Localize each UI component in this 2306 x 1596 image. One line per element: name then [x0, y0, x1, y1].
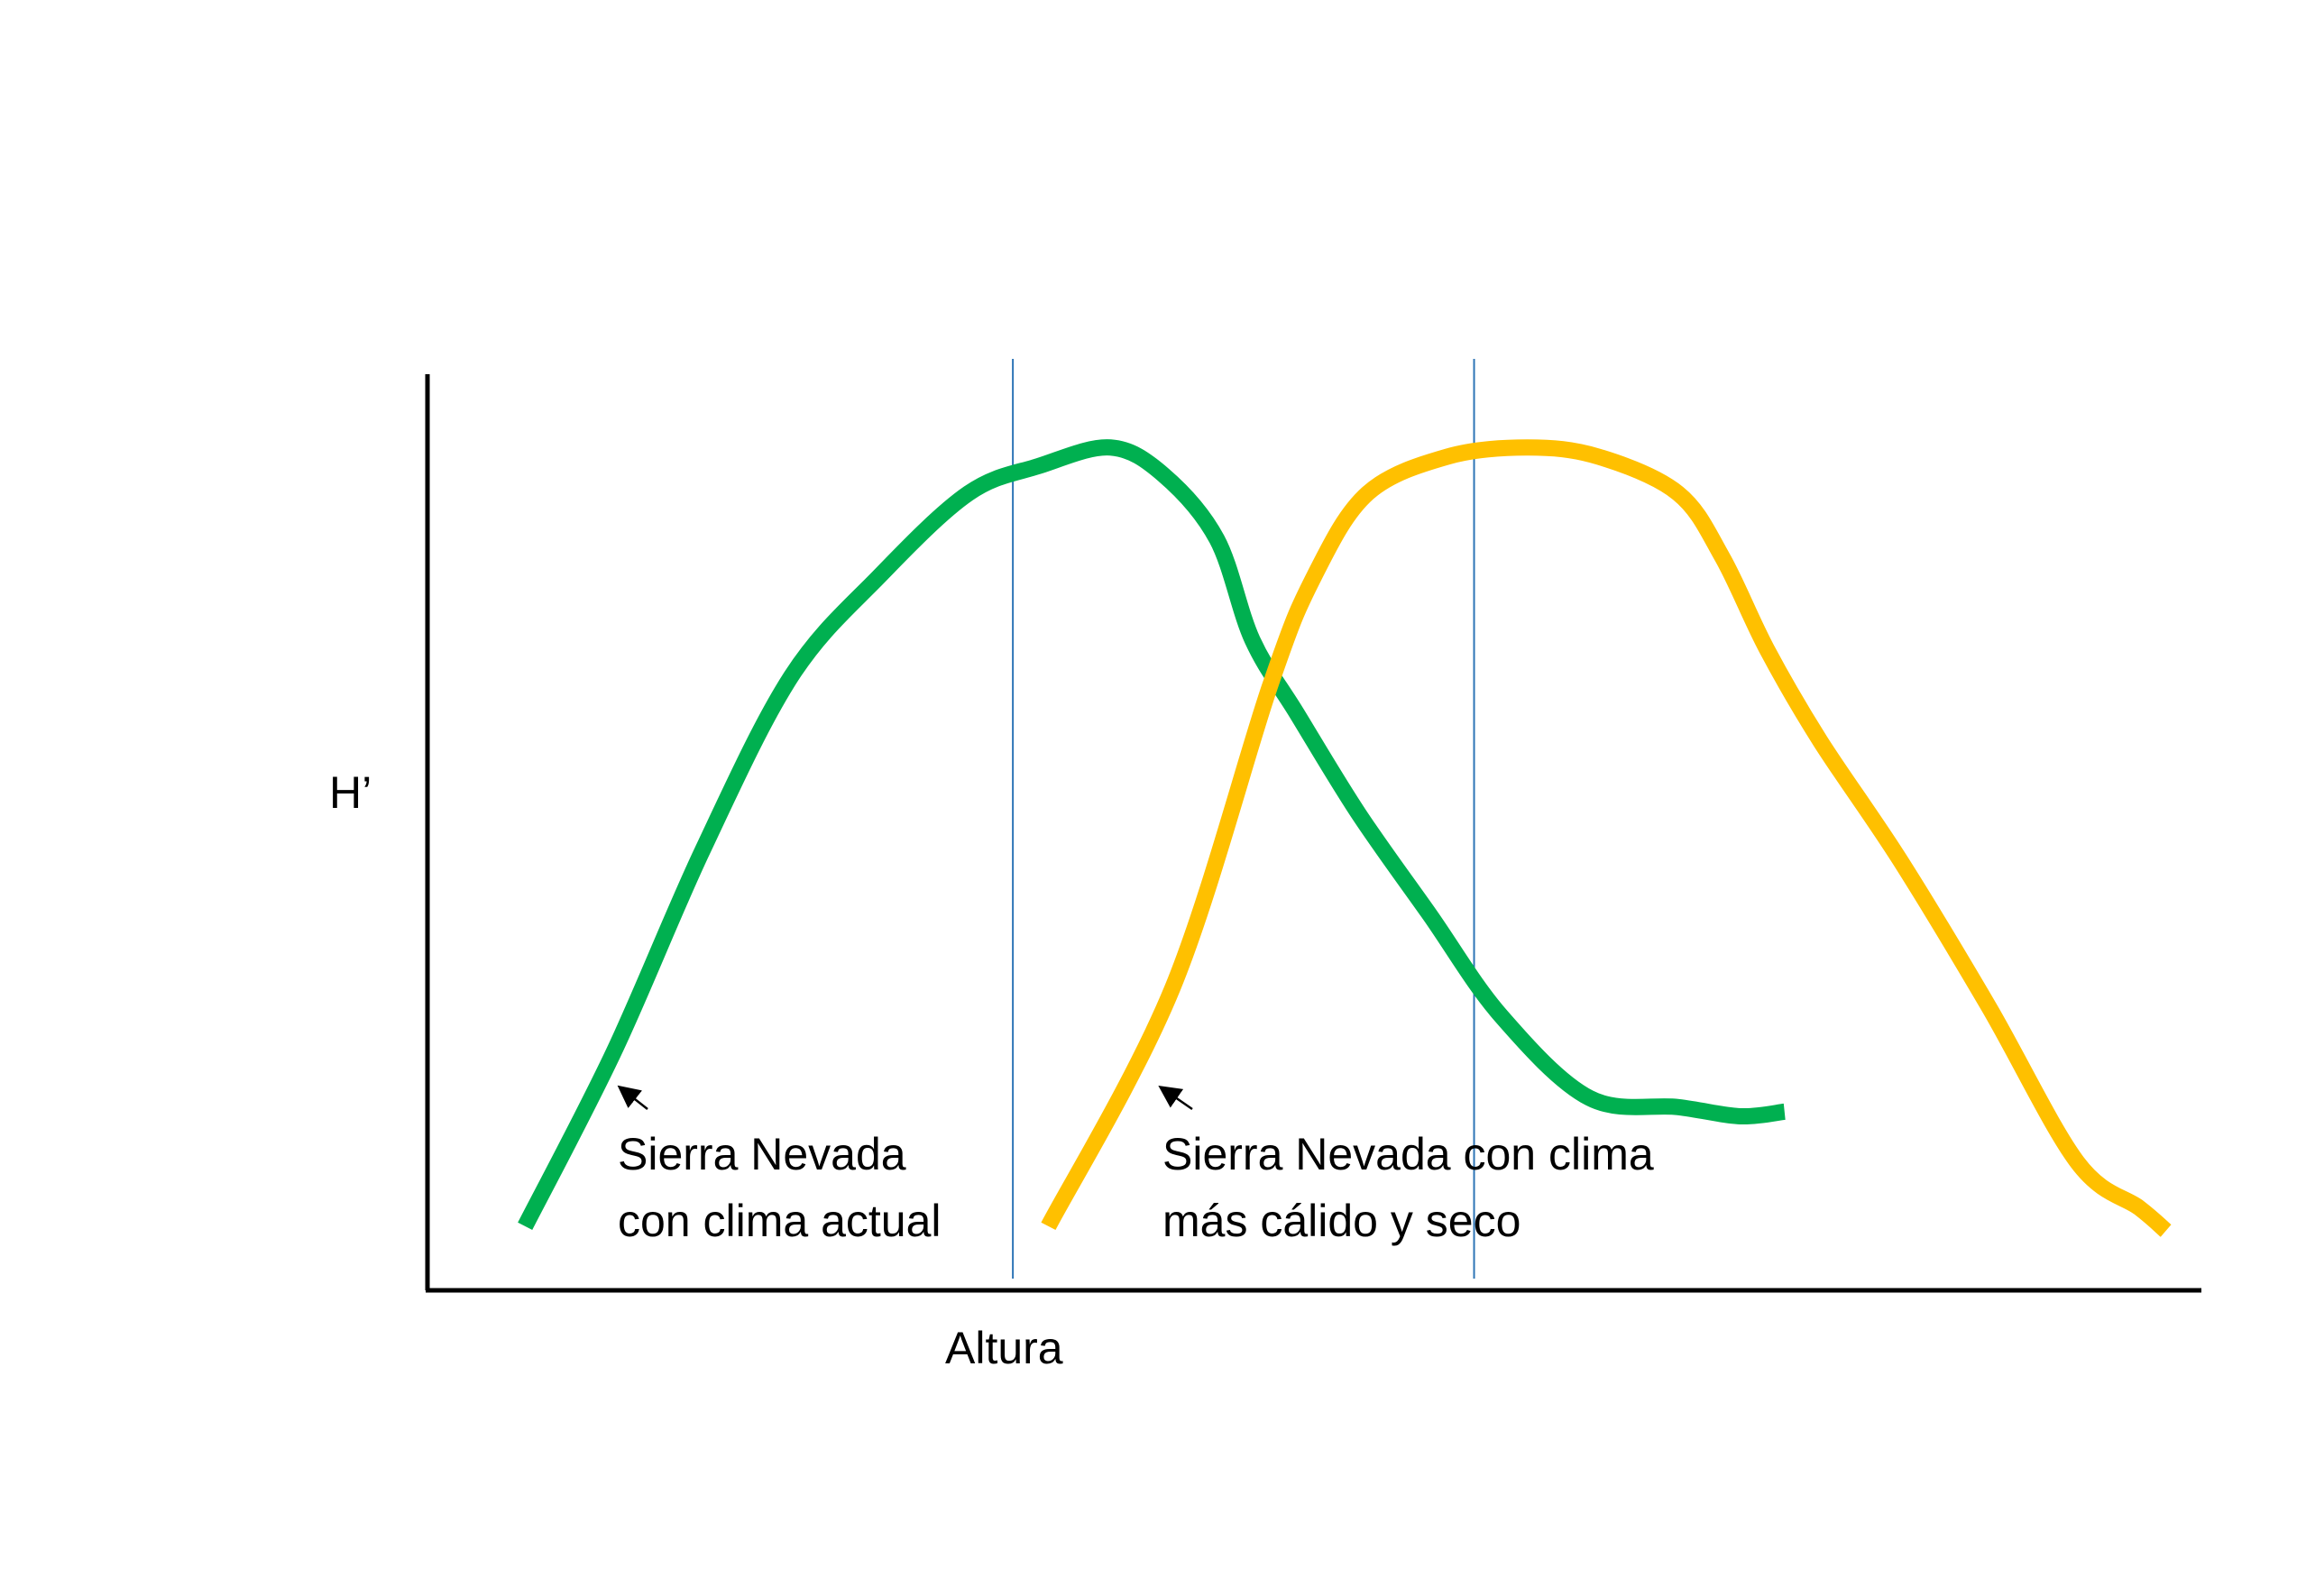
- annotation-line: con clima actual: [618, 1196, 942, 1246]
- series-lines: [518, 439, 2172, 1237]
- annotation-line: Sierra Nevada: [618, 1129, 906, 1179]
- x-axis-label: Altura: [945, 1323, 1063, 1373]
- annotation-line: más cálido y seco: [1162, 1196, 1520, 1246]
- annotation-current-climate: Sierra Nevada con clima actual: [618, 1129, 942, 1246]
- series-line-current-climate: [518, 439, 1786, 1230]
- annotation-arrow: [617, 1085, 648, 1110]
- annotation-arrows: [617, 1085, 1193, 1111]
- annotation-arrow: [1158, 1085, 1193, 1111]
- series-line-warmer-climate: [1041, 439, 2172, 1237]
- y-axis-label: H’: [329, 767, 372, 818]
- annotation-line: Sierra Nevada con clima: [1162, 1129, 1654, 1179]
- vertical-reference-lines: [1012, 359, 1475, 1279]
- annotation-warmer-climate: Sierra Nevada con clima más cálido y sec…: [1162, 1129, 1654, 1246]
